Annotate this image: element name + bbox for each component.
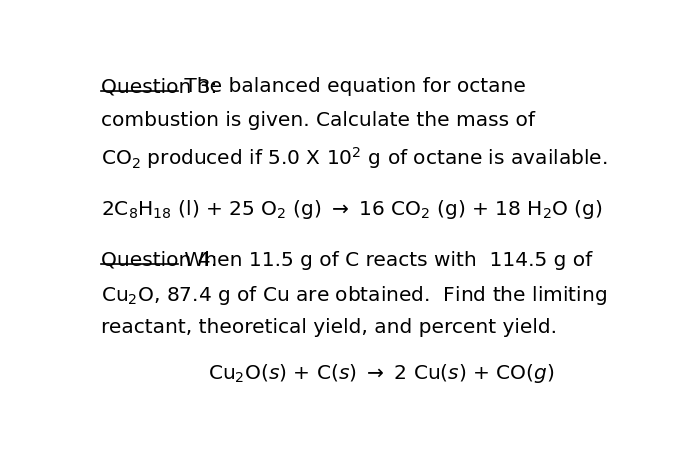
Text: $\mathrm{Cu_2}$O, 87.4 g of Cu are obtained.  Find the limiting: $\mathrm{Cu_2}$O, 87.4 g of Cu are obtai… [102, 285, 608, 307]
Text: combustion is given. Calculate the mass of: combustion is given. Calculate the mass … [102, 111, 536, 130]
Text: reactant, theoretical yield, and percent yield.: reactant, theoretical yield, and percent… [102, 319, 557, 338]
Text: Question 3:: Question 3: [102, 77, 218, 96]
Text: When 11.5 g of C reacts with  114.5 g of: When 11.5 g of C reacts with 114.5 g of [178, 251, 592, 270]
Text: The balanced equation for octane: The balanced equation for octane [178, 77, 526, 96]
Text: 2$\mathrm{C_8H_{18}}$ (l) + 25 $\mathrm{O_2}$ (g) $\rightarrow$ 16 $\mathrm{CO_2: 2$\mathrm{C_8H_{18}}$ (l) + 25 $\mathrm{… [102, 198, 603, 221]
Text: $\mathrm{CO_2}$ produced if 5.0 X 10$^2$ g of octane is available.: $\mathrm{CO_2}$ produced if 5.0 X 10$^2$… [102, 145, 608, 171]
Text: Question 4:: Question 4: [102, 251, 218, 270]
Text: $\mathrm{Cu_2}$O($s$) + C($s$) $\rightarrow$ 2 Cu($s$) + CO($g$): $\mathrm{Cu_2}$O($s$) + C($s$) $\rightar… [208, 362, 554, 385]
